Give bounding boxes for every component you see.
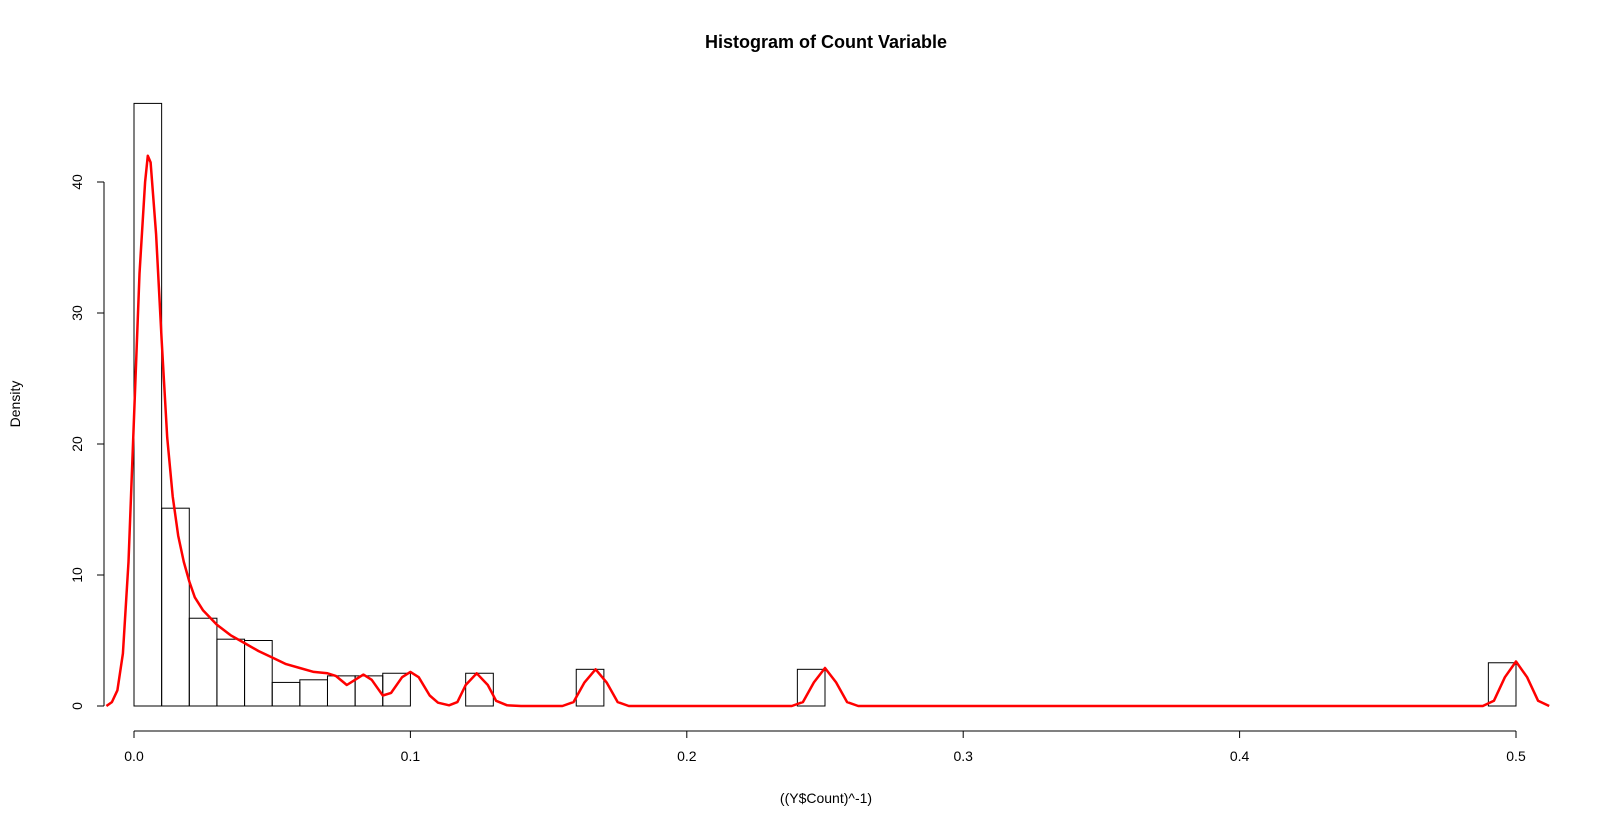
histogram-bar — [133, 102, 163, 707]
x-axis-label: ((Y$Count)^-1) — [780, 790, 872, 806]
x-tick-label: 0.2 — [677, 748, 697, 764]
density-curve-layer — [105, 154, 1550, 708]
histogram-bar — [188, 617, 218, 707]
x-tick-label: 0.1 — [401, 748, 421, 764]
x-tick-label: 0.4 — [1230, 748, 1250, 764]
y-axis-label: Density — [7, 381, 23, 428]
histogram-bar — [465, 672, 494, 707]
chart-title: Histogram of Count Variable — [705, 32, 947, 52]
histogram-bar — [1487, 662, 1517, 707]
histogram-bar — [244, 640, 273, 707]
histogram-bar — [216, 638, 246, 707]
y-tick-label: 0 — [69, 702, 85, 710]
x-tick-label: 0.5 — [1506, 748, 1526, 764]
y-tick-label: 10 — [69, 567, 85, 583]
y-tick-label: 40 — [69, 174, 85, 190]
histogram-bar — [161, 507, 190, 707]
density-curve — [105, 154, 1550, 708]
histogram-bar — [382, 672, 411, 707]
y-tick-label: 20 — [69, 436, 85, 452]
y-axis: 0 10 20 30 40 — [69, 174, 105, 710]
histogram-bar — [796, 668, 826, 707]
histogram-bar — [575, 668, 605, 707]
x-axis: 0.0 0.1 0.2 0.3 0.4 0.5 — [124, 730, 1526, 764]
histogram-bar — [271, 681, 301, 707]
histogram-bars — [133, 102, 1517, 707]
histogram-bar — [299, 679, 328, 707]
y-tick-label: 30 — [69, 305, 85, 321]
x-tick-label: 0.3 — [953, 748, 973, 764]
x-tick-label: 0.0 — [124, 748, 144, 764]
